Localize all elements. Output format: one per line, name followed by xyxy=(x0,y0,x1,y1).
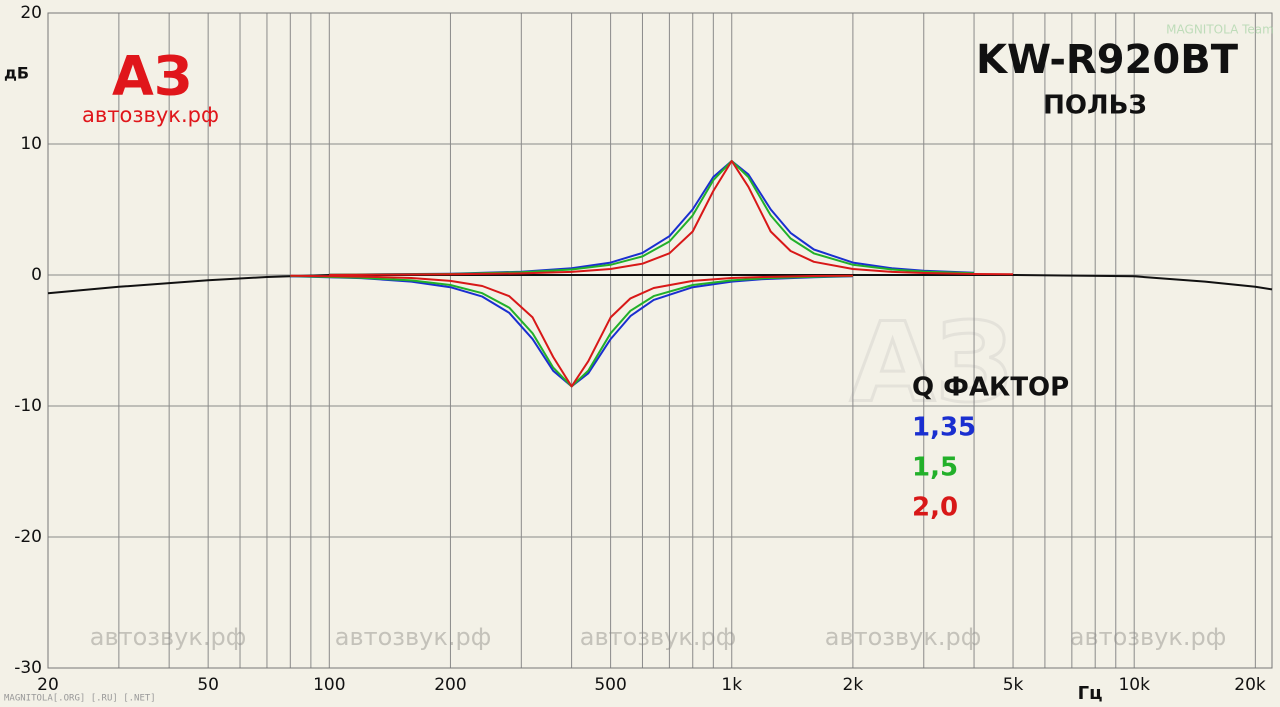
x-tick-label: 50 xyxy=(197,675,219,695)
x-tick-label: 100 xyxy=(313,675,345,695)
reference-line xyxy=(47,274,1273,295)
x-axis-label: Гц xyxy=(1078,683,1103,704)
chart-subtitle: ПОЛЬЗ xyxy=(1043,91,1147,121)
footer: MAGNITOLA[.ORG] [.RU] [.NET] xyxy=(4,694,156,704)
logo-mark: АЗ xyxy=(112,45,192,108)
x-tick-label: 20k xyxy=(1234,675,1266,695)
x-tick-label: 200 xyxy=(434,675,466,695)
plot-frame xyxy=(47,12,1273,669)
watermark: автозвук.рф xyxy=(580,623,737,651)
legend-entry: 2,0 xyxy=(912,493,958,523)
series-line xyxy=(329,160,975,276)
y-tick-label: -10 xyxy=(14,396,42,416)
x-tick-label: 2k xyxy=(843,675,864,695)
legend-title: Q ФАКТОР xyxy=(912,373,1069,403)
series-line xyxy=(329,160,1014,276)
x-tick-label: 500 xyxy=(594,675,626,695)
x-tick-label: 20 xyxy=(37,675,59,695)
corner-badge: MAGNITOLA Team xyxy=(1166,23,1274,37)
legend-entry: 1,35 xyxy=(912,413,976,443)
watermark: автозвук.рф xyxy=(1070,623,1227,651)
y-tick-label: -30 xyxy=(14,658,42,678)
logo-site: автозвук.рф xyxy=(82,103,219,127)
legend-entry: 1,5 xyxy=(912,453,958,483)
series-line xyxy=(290,275,853,388)
x-tick-label: 5k xyxy=(1003,675,1024,695)
y-tick-label: 10 xyxy=(20,134,42,154)
x-tick-label: 10k xyxy=(1118,675,1150,695)
watermark: автозвук.рф xyxy=(90,623,247,651)
x-tick-label: 1k xyxy=(721,675,742,695)
watermark-logo: АЗ xyxy=(850,298,1013,426)
y-axis-label: дБ xyxy=(4,64,29,83)
y-tick-label: 20 xyxy=(20,3,42,23)
watermark: автозвук.рф xyxy=(335,623,492,651)
y-tick-label: 0 xyxy=(31,265,42,285)
y-tick-label: -20 xyxy=(14,527,42,547)
watermark: автозвук.рф xyxy=(825,623,982,651)
chart-title: KW-R920BT xyxy=(976,37,1239,83)
series-line xyxy=(290,274,853,388)
series-line xyxy=(329,160,975,276)
